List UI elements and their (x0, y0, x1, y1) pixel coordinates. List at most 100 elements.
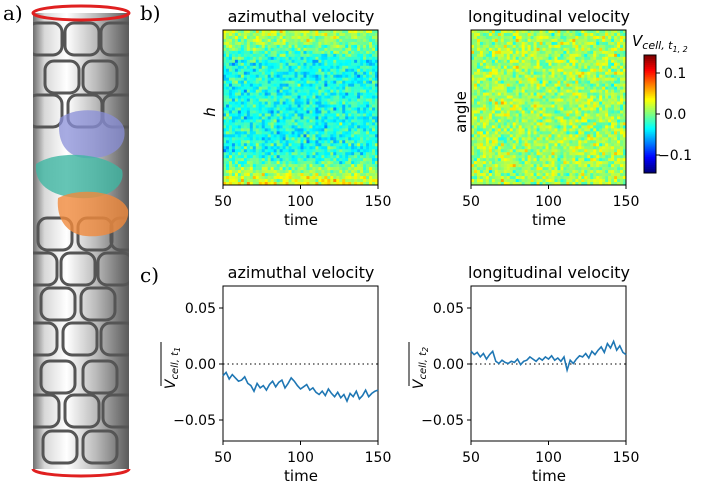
heatmap-longitudinal-cell (551, 95, 555, 99)
heatmap-azimuthal-cell (309, 92, 313, 96)
heatmap-longitudinal-cell (557, 98, 561, 102)
heatmap-azimuthal-cell (360, 44, 364, 49)
heatmap-longitudinal-cell (479, 38, 484, 43)
heatmap-longitudinal-cell (548, 71, 552, 76)
heatmap-longitudinal-cell (479, 134, 484, 138)
heatmap-azimuthal-cell (321, 92, 325, 96)
heatmap-azimuthal-cell (324, 149, 328, 153)
heatmap-azimuthal-cell (300, 95, 304, 99)
heatmap-azimuthal-cell (309, 161, 313, 165)
heatmap-longitudinal-cell (566, 107, 570, 111)
heatmap-longitudinal-cell (488, 32, 493, 37)
heatmap-longitudinal-cell (473, 140, 478, 144)
heatmap-azimuthal-cell (223, 44, 227, 49)
heatmap-azimuthal-cell (234, 50, 239, 55)
heatmap-azimuthal-cell (273, 173, 277, 177)
heatmap-azimuthal-cell (288, 68, 292, 73)
heatmap-azimuthal-cell (228, 179, 233, 183)
heatmap-longitudinal-cell (503, 53, 508, 58)
heatmap-longitudinal-cell (476, 143, 481, 147)
heatmap-longitudinal-cell (584, 143, 588, 147)
heatmap-azimuthal-cell (297, 140, 301, 144)
heatmap-azimuthal-cell (354, 149, 358, 153)
heatmap-azimuthal-cell (258, 74, 263, 78)
heatmap-azimuthal-cell (327, 152, 331, 156)
heatmap-longitudinal-cell (488, 158, 493, 162)
heatmap-azimuthal-cell (372, 146, 376, 150)
heatmap-azimuthal-cell (237, 110, 242, 114)
heatmap-azimuthal-cell (240, 83, 245, 87)
heatmap-azimuthal-cell (228, 80, 233, 84)
heatmap-longitudinal-cell (530, 65, 534, 70)
heatmap-longitudinal-cell (533, 59, 537, 64)
heatmap-azimuthal-cell (333, 179, 337, 183)
heatmap-longitudinal-cell (515, 107, 519, 111)
heatmap-longitudinal-cell (569, 80, 573, 84)
heatmap-longitudinal-cell (521, 86, 525, 90)
heatmap-azimuthal-cell (345, 164, 349, 168)
heatmap-longitudinal-cell (587, 68, 591, 73)
heatmap-longitudinal-cell (566, 80, 570, 84)
heatmap-longitudinal-cell (500, 155, 505, 159)
heatmap-longitudinal-cell (500, 59, 505, 64)
heatmap-azimuthal-cell (351, 122, 355, 126)
heatmap-longitudinal-cell (548, 89, 552, 93)
heatmap-longitudinal-cell (488, 137, 493, 141)
heatmap-longitudinal-cell (530, 83, 534, 87)
heatmap-azimuthal-cell (291, 71, 295, 76)
heatmap-azimuthal-cell (264, 155, 269, 159)
heatmap-longitudinal-cell (545, 44, 549, 49)
heatmap-azimuthal-cell (228, 98, 233, 102)
heatmap-longitudinal-cell (497, 68, 502, 73)
heatmap-longitudinal-cell (521, 80, 525, 84)
heatmap-azimuthal-cell (225, 176, 230, 180)
heatmap-longitudinal-cell (539, 30, 543, 34)
hm1-xtick-150: 150 (365, 194, 392, 210)
heatmap-azimuthal-cell (264, 44, 269, 49)
heatmap-longitudinal-cell (524, 155, 528, 159)
heatmap-azimuthal-cell (243, 140, 248, 144)
heatmap-azimuthal-cell (249, 110, 254, 114)
heatmap-longitudinal-cell (479, 101, 484, 105)
heatmap-longitudinal-cell (560, 35, 564, 40)
heatmap-longitudinal-cell (539, 131, 543, 135)
heatmap-longitudinal-cell (473, 47, 478, 52)
heatmap-azimuthal-cell (357, 86, 361, 90)
heatmap-azimuthal-cell (372, 140, 376, 144)
heatmap-azimuthal-cell (312, 161, 316, 165)
heatmap-azimuthal-cell (315, 140, 319, 144)
heatmap-longitudinal-cell (551, 32, 555, 37)
heatmap-longitudinal-cell (584, 140, 588, 144)
heatmap-azimuthal-cell (261, 140, 266, 144)
heatmap-longitudinal-cell (599, 32, 603, 37)
heatmap-azimuthal-cell (243, 101, 248, 105)
heatmap-longitudinal-cell (473, 182, 478, 186)
heatmap-azimuthal-cell (252, 32, 257, 37)
heatmap-longitudinal-cell (482, 77, 487, 81)
heatmap-azimuthal-cell (282, 122, 286, 126)
heatmap-azimuthal-cell (303, 155, 307, 159)
heatmap-longitudinal-cell (590, 134, 594, 138)
heatmap-azimuthal-cell (261, 113, 266, 117)
heatmap-azimuthal-cell (237, 134, 242, 138)
heatmap-longitudinal-cell (569, 32, 573, 37)
heatmap-longitudinal-cell (563, 116, 567, 120)
heatmap-longitudinal-cell (497, 155, 502, 159)
heatmap-azimuthal-cell (306, 32, 310, 37)
heatmap-azimuthal-cell (357, 182, 361, 186)
heatmap-longitudinal-cell (572, 134, 576, 138)
heatmap-azimuthal-cell (300, 56, 304, 61)
heatmap-azimuthal-cell (294, 30, 298, 34)
heatmap-azimuthal-cell (267, 80, 271, 84)
heatmap-longitudinal-cell (482, 71, 487, 76)
heatmap-azimuthal-cell (351, 104, 355, 108)
heatmap-azimuthal-cell (237, 65, 242, 70)
heatmap-longitudinal-cell (560, 38, 564, 43)
heatmap-azimuthal-cell (273, 164, 277, 168)
heatmap-azimuthal-cell (234, 167, 239, 171)
heatmap-longitudinal-cell (512, 146, 517, 150)
heatmap-azimuthal-cell (279, 128, 283, 132)
heatmap-azimuthal-cell (330, 182, 334, 186)
heatmap-azimuthal-cell (375, 137, 379, 141)
heatmap-azimuthal-cell (342, 164, 346, 168)
